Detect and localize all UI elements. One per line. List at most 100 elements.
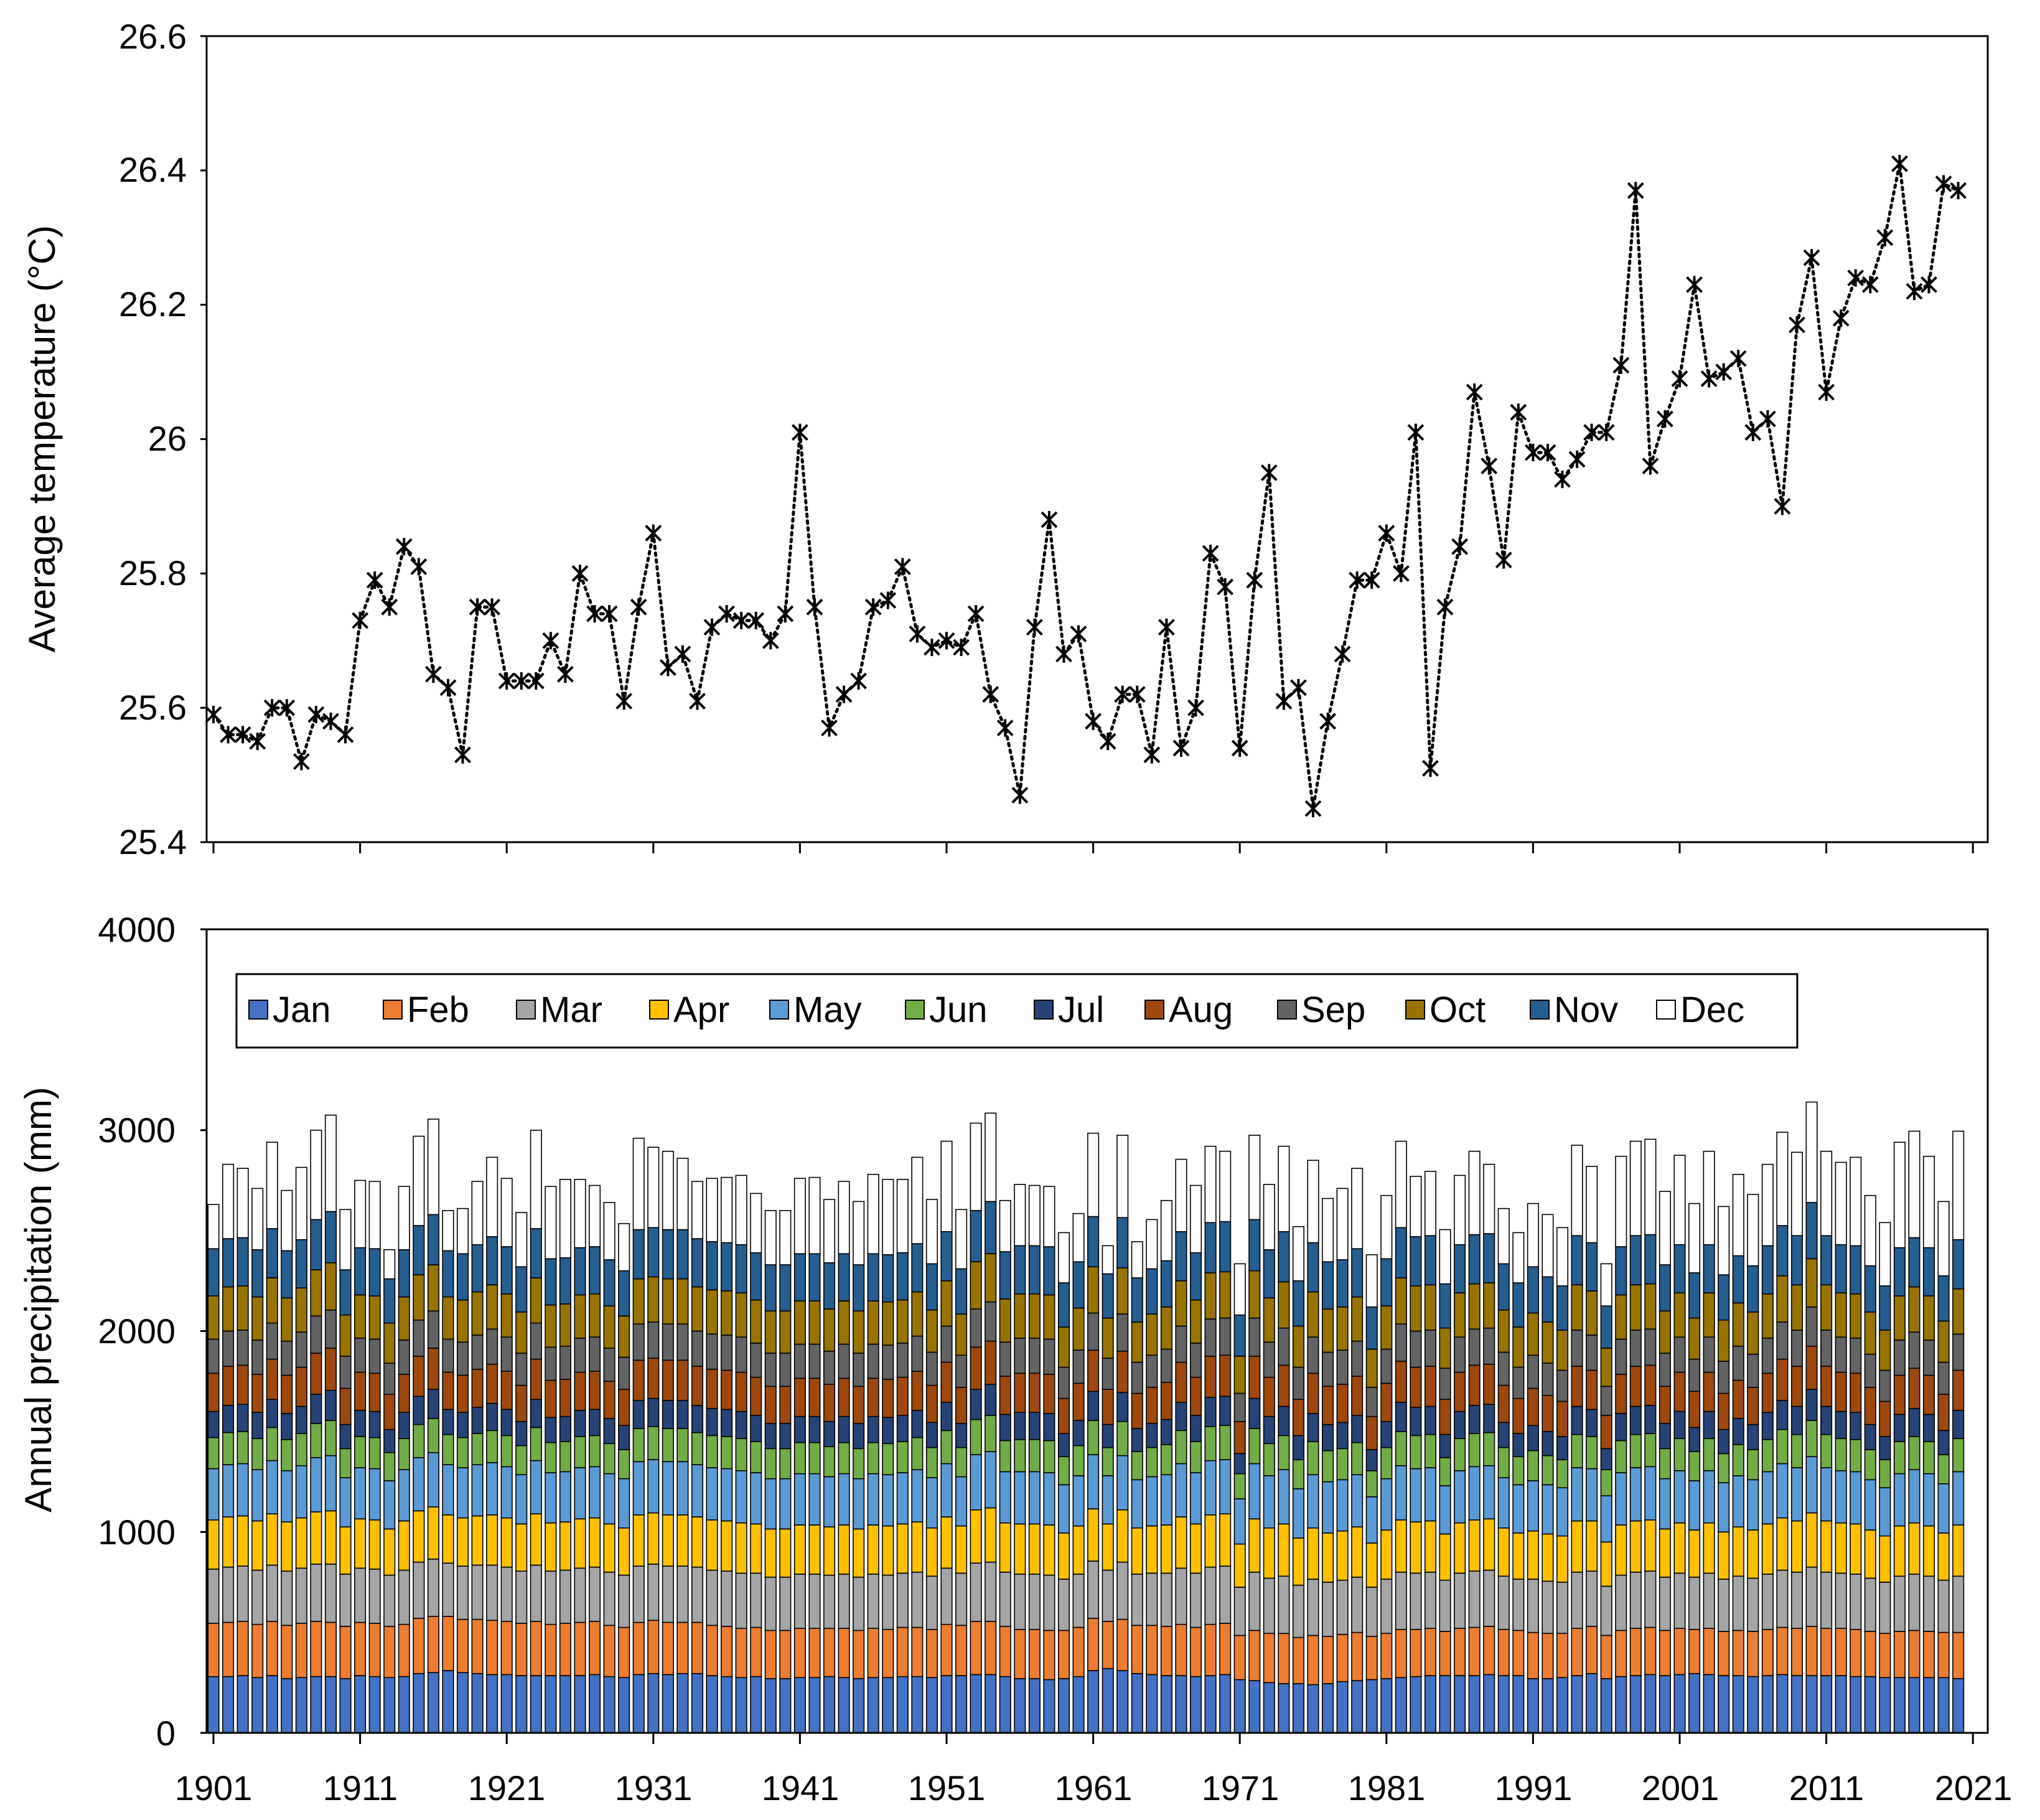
precip-bar-segment-aug: [1922, 1374, 1935, 1415]
precip-bar-segment-dec: [1336, 1188, 1349, 1260]
precip-bar-segment-jan: [1790, 1675, 1804, 1733]
precip-bar-segment-dec: [324, 1114, 337, 1213]
precip-bar-segment-aug: [1307, 1372, 1319, 1414]
precip-bar-segment-sep: [1703, 1336, 1715, 1373]
precip-bar-segment-jun: [1292, 1459, 1304, 1489]
precip-bar-segment-feb: [750, 1626, 762, 1677]
precip-bar-segment-apr: [222, 1516, 235, 1568]
precip-bar-segment-aug: [1204, 1356, 1217, 1398]
precip-bar-segment-apr: [559, 1521, 571, 1571]
precip-bar-segment-may: [1160, 1474, 1172, 1526]
precip-bar-segment-nov: [1483, 1233, 1495, 1283]
precip-bar-segment-jul: [1410, 1407, 1422, 1437]
precip-bar-segment-jul: [1512, 1433, 1525, 1458]
precip-bar-segment-sep: [1365, 1387, 1378, 1417]
precip-bar-segment-nov: [1292, 1280, 1304, 1327]
precip-bar-segment-jan: [1424, 1675, 1437, 1733]
precip-bar-segment-apr: [764, 1528, 777, 1578]
precip-bar-segment-sep: [1380, 1348, 1393, 1384]
precip-bar-segment-jun: [559, 1441, 571, 1473]
precip-bar-segment-apr: [970, 1509, 982, 1564]
precip-bar-segment-jun: [456, 1437, 469, 1468]
temperature-point: [454, 746, 471, 764]
precip-bar-segment-nov: [1057, 1282, 1070, 1328]
precip-bar-segment-jul: [1790, 1405, 1804, 1435]
precip-bar-segment-aug: [1790, 1366, 1804, 1407]
precip-bar-segment-oct: [676, 1278, 689, 1325]
precip-bar-segment-jun: [1014, 1438, 1026, 1473]
precip-bar-segment-aug: [1673, 1371, 1686, 1412]
precip-bar-segment-apr: [1263, 1527, 1275, 1579]
precip-bar-segment-nov: [970, 1210, 982, 1262]
precip-bar-segment-nov: [515, 1266, 528, 1313]
precip-bar-segment-jul: [1497, 1422, 1510, 1448]
precip-bar-segment-jun: [1072, 1445, 1085, 1476]
precip-bar-segment-jun: [1805, 1420, 1818, 1458]
precip-bar-segment-feb: [853, 1630, 865, 1679]
precip-bar-segment-sep: [1057, 1366, 1070, 1399]
precip-bar-segment-jan: [413, 1672, 425, 1733]
precip-bar-segment-jun: [750, 1441, 762, 1473]
precip-bar-segment-nov: [1908, 1237, 1921, 1288]
temperature-point: [645, 524, 662, 542]
precip-bar-segment-aug: [368, 1372, 381, 1412]
precip-bar-segment-may: [1835, 1470, 1847, 1524]
precip-bar-segment-mar: [882, 1574, 894, 1630]
precip-bar-segment-jun: [1410, 1435, 1422, 1470]
legend-label: Dec: [1680, 990, 1744, 1030]
precip-bar-segment-sep: [1439, 1367, 1451, 1400]
precip-bar-segment-may: [1351, 1474, 1364, 1527]
precip-bar-segment-jul: [1365, 1449, 1378, 1471]
legend-label: Apr: [673, 990, 729, 1030]
precip-bar-segment-aug: [207, 1372, 220, 1412]
precip-bar-segment-mar: [1322, 1582, 1334, 1637]
precip-bar-segment-jul: [545, 1417, 557, 1443]
legend-item-jun: Jun: [905, 990, 988, 1030]
precip-bar-segment-may: [1952, 1471, 1965, 1526]
temperature-point: [1789, 316, 1805, 334]
precip-bar-segment-apr: [735, 1522, 747, 1574]
temperature-point: [1832, 309, 1850, 327]
precip-bar-segment-sep: [823, 1350, 836, 1385]
precip-bar-segment-aug: [515, 1384, 528, 1422]
precip-bar-segment-oct: [1820, 1284, 1833, 1331]
precip-bar-segment-feb: [647, 1620, 660, 1674]
precip-bar-segment-jul: [1263, 1415, 1275, 1445]
precip-bar-segment-mar: [1263, 1577, 1275, 1635]
precip-bar-segment-nov: [1102, 1273, 1114, 1319]
precip-bar-segment-dec: [398, 1186, 410, 1250]
precip-bar-segment-feb: [589, 1621, 601, 1676]
precip-bar-segment-feb: [251, 1623, 264, 1679]
precip-bar-segment-oct: [662, 1278, 674, 1325]
precip-bar-segment-apr: [310, 1511, 322, 1565]
precip-bar-segment-may: [1864, 1479, 1876, 1531]
temperature-point: [967, 605, 985, 623]
precip-bar-segment-jun: [236, 1431, 249, 1465]
precip-bar-segment-feb: [823, 1628, 836, 1677]
precip-bar-segment-dec: [985, 1112, 997, 1203]
precip-bar-segment-dec: [632, 1137, 645, 1231]
precip-bar-segment-may: [559, 1471, 571, 1522]
precip-bar-segment-nov: [691, 1238, 704, 1288]
precip-bar-segment-oct: [1571, 1284, 1583, 1331]
precip-bar-segment-jun: [1380, 1447, 1393, 1480]
precip-bar-segment-feb: [662, 1621, 674, 1676]
precip-bar-segment-apr: [1600, 1541, 1612, 1587]
precip-bar-segment-jul: [236, 1404, 249, 1432]
precip-bar-segment-may: [838, 1473, 850, 1526]
precip-bar-segment-dec: [515, 1212, 528, 1268]
precip-bar-segment-jul: [1850, 1412, 1862, 1440]
precip-bar-segment-oct: [1278, 1281, 1290, 1329]
temperature-point: [1627, 182, 1644, 200]
precip-bar-segment-jan: [515, 1675, 528, 1733]
precip-bar-segment-mar: [896, 1572, 909, 1628]
precip-bar-segment-jun: [662, 1428, 674, 1463]
precip-bar-segment-sep: [1512, 1366, 1525, 1399]
precip-bar-segment-sep: [486, 1328, 498, 1365]
temperature-point: [249, 733, 266, 751]
precip-bar-segment-oct: [985, 1253, 997, 1303]
temperature-point: [513, 672, 530, 690]
temperature-point: [1026, 618, 1043, 636]
precip-bar-segment-oct: [1263, 1297, 1275, 1343]
precip-bar-segment-oct: [1718, 1319, 1730, 1362]
